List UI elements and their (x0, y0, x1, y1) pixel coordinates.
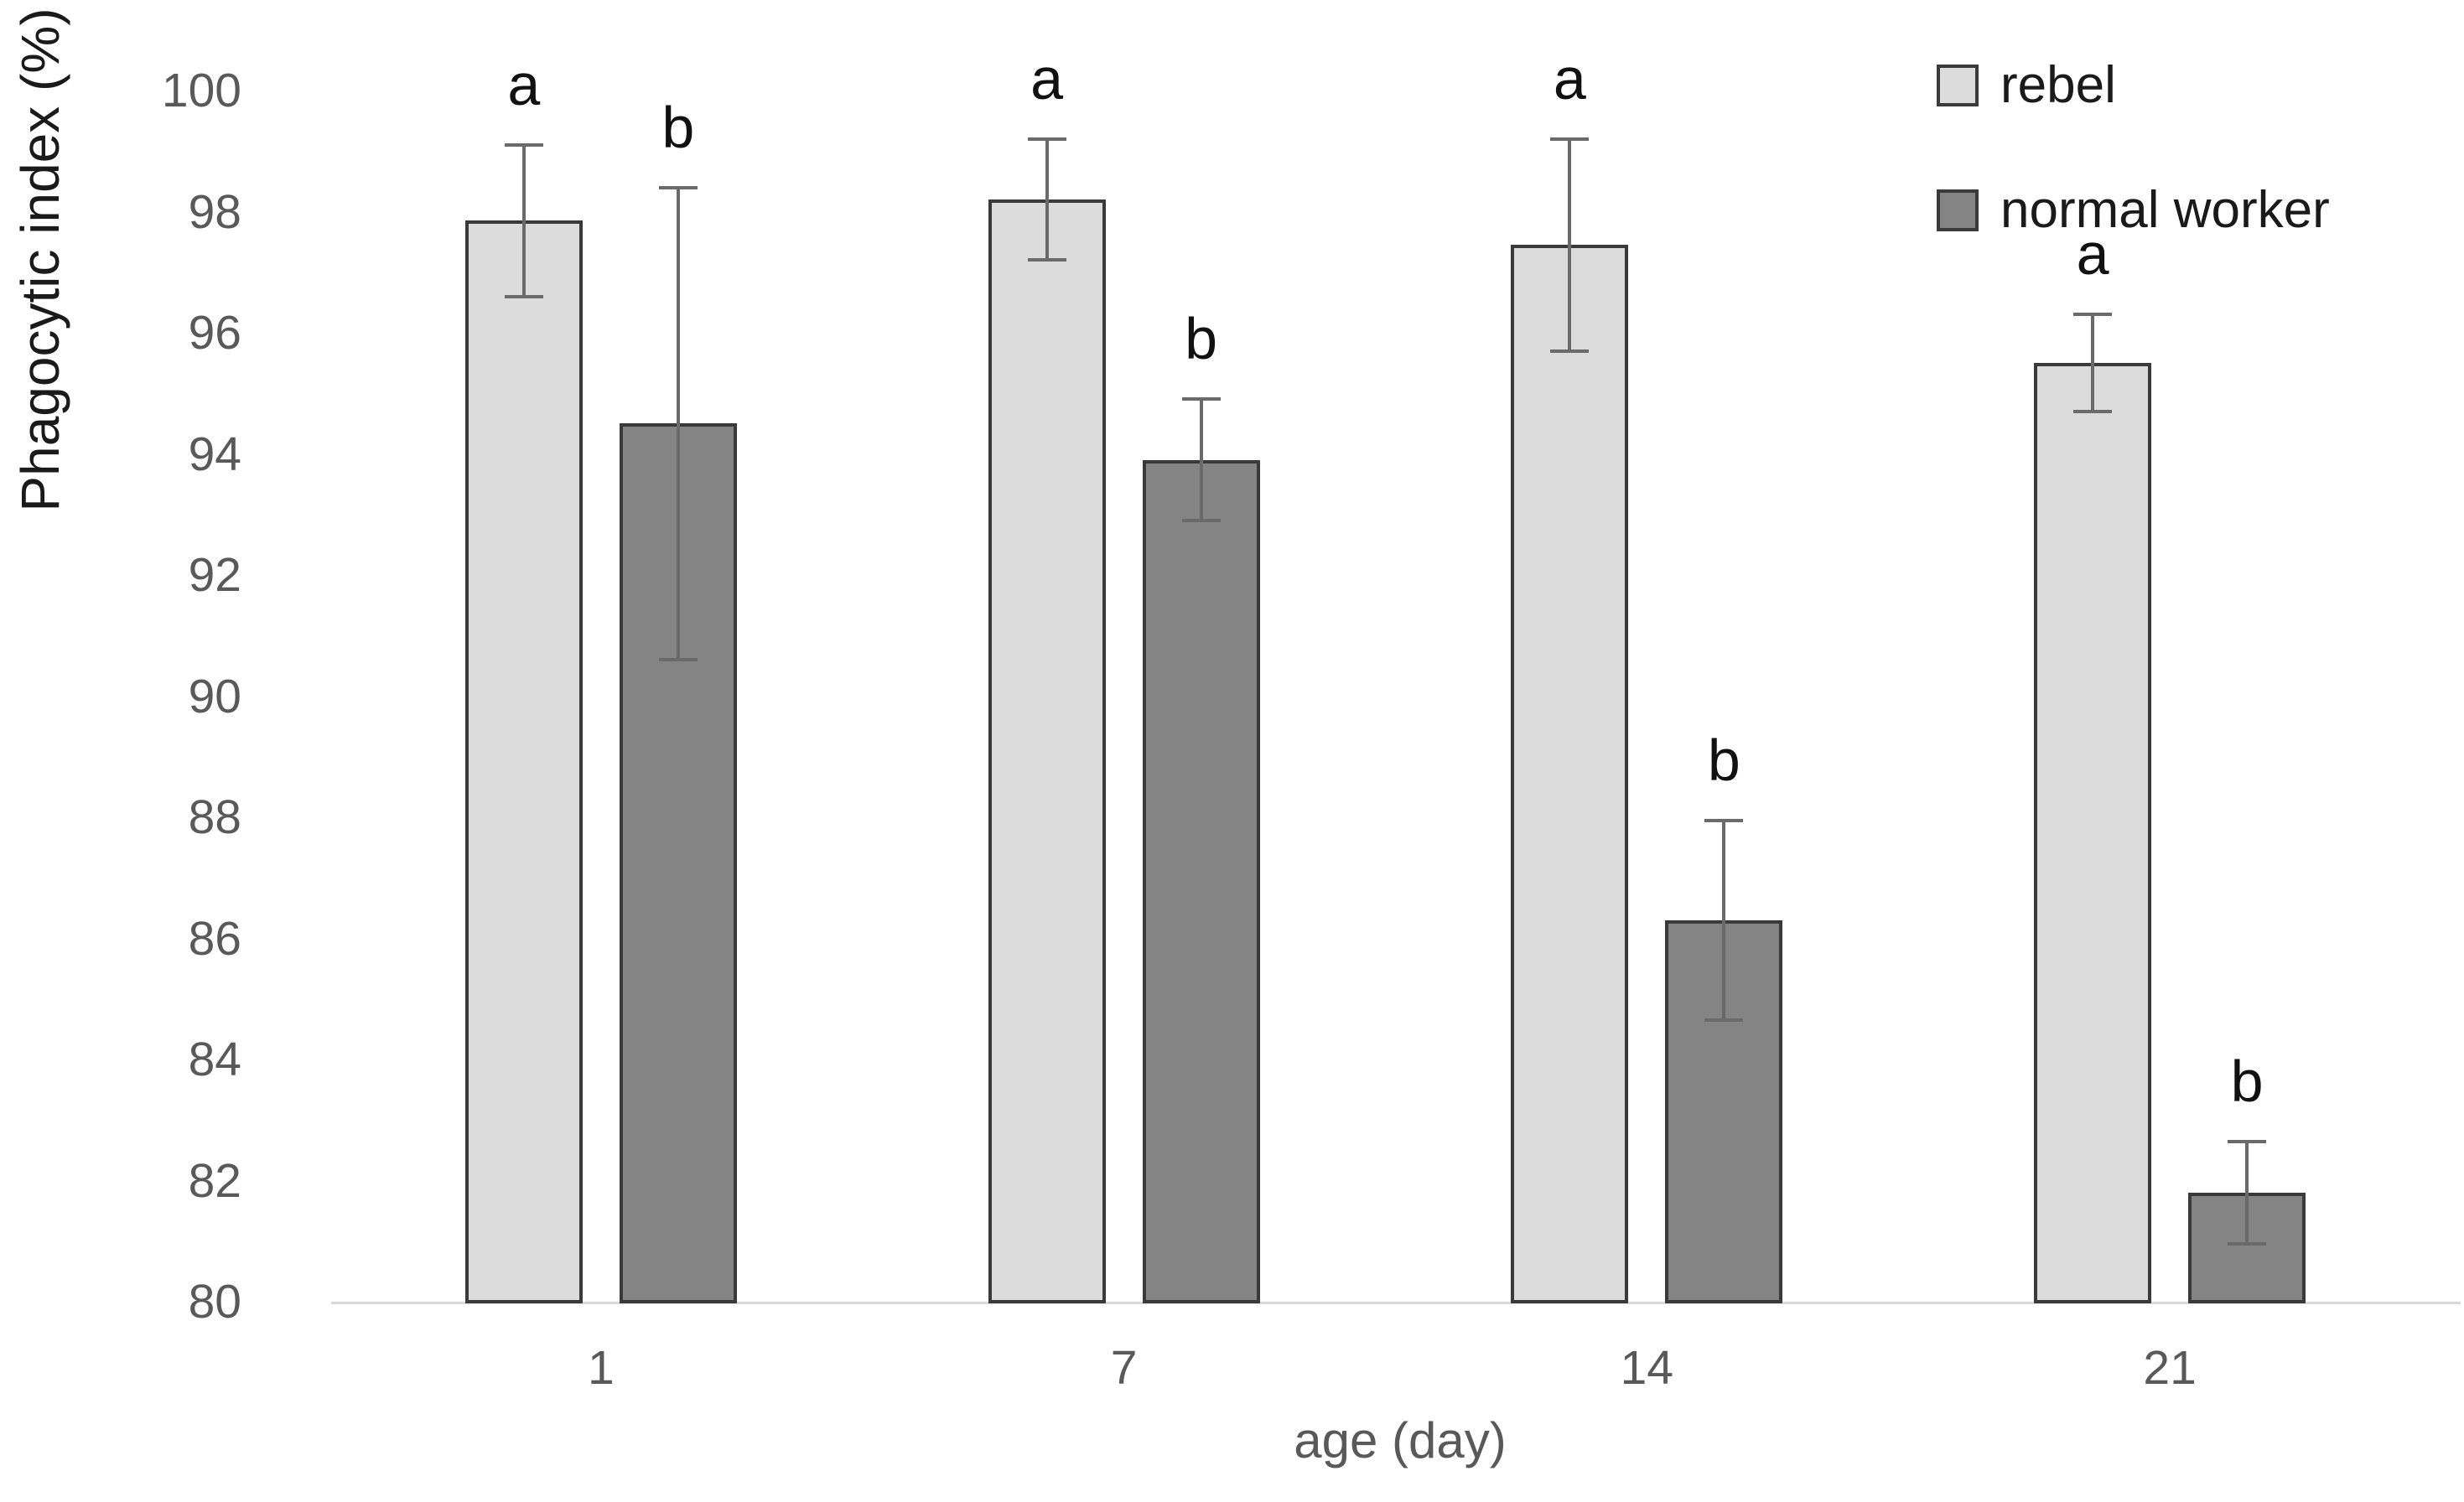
x-axis-line (331, 1302, 2461, 1304)
x-tick-label-7: 7 (1110, 1341, 1138, 1395)
y-tick-label-92: 92 (188, 548, 241, 602)
error-cap-bottom-rebel-day-1 (504, 294, 543, 298)
error-bar-normal-worker-day-1 (676, 187, 680, 660)
x-tick-label-14: 14 (1620, 1341, 1674, 1395)
bar-rebel-day-14 (1511, 245, 1629, 1303)
y-tick-label-84: 84 (188, 1033, 241, 1086)
error-bar-rebel-day-7 (1045, 138, 1049, 261)
error-bar-rebel-day-14 (1568, 138, 1572, 351)
error-cap-bottom-rebel-day-14 (1550, 349, 1590, 353)
legend-swatch-rebel (1937, 64, 1979, 106)
x-axis-title: age (day) (1294, 1412, 1507, 1468)
y-tick-label-100: 100 (161, 64, 241, 117)
error-cap-top-rebel-day-14 (1550, 137, 1590, 141)
error-cap-bottom-rebel-day-7 (1027, 258, 1066, 262)
bar-normal-worker-day-7 (1142, 459, 1260, 1303)
error-cap-top-normal-worker-day-1 (658, 185, 698, 189)
error-bar-rebel-day-1 (521, 145, 526, 297)
legend-label-rebel: rebel (2000, 56, 2116, 114)
error-cap-top-rebel-day-21 (2073, 313, 2113, 317)
error-cap-bottom-normal-worker-day-21 (2228, 1242, 2267, 1246)
legend-item-normal-worker: normal worker (1937, 180, 2330, 240)
y-tick-label-80: 80 (188, 1275, 241, 1328)
significance-letter-rebel-day-21: a (2076, 221, 2109, 287)
significance-letter-rebel-day-1: a (507, 52, 541, 118)
error-cap-bottom-normal-worker-day-14 (1704, 1018, 1744, 1023)
error-cap-top-normal-worker-day-14 (1704, 818, 1744, 822)
y-tick-label-98: 98 (188, 184, 241, 239)
legend-label-normal-worker: normal worker (2000, 181, 2330, 239)
x-tick-label-1: 1 (588, 1341, 615, 1395)
y-tick-label-88: 88 (188, 790, 241, 844)
bar-rebel-day-7 (988, 199, 1106, 1303)
legend: rebel normal worker (1937, 55, 2330, 305)
error-bar-normal-worker-day-7 (1199, 399, 1203, 521)
error-cap-bottom-normal-worker-day-1 (658, 658, 698, 662)
y-tick-label-86: 86 (188, 911, 241, 966)
error-cap-top-rebel-day-1 (504, 143, 543, 148)
error-bar-normal-worker-day-14 (1722, 820, 1726, 1021)
significance-letter-normal-worker-day-14: b (1707, 727, 1740, 793)
error-bar-normal-worker-day-21 (2245, 1141, 2249, 1245)
significance-letter-normal-worker-day-1: b (661, 94, 695, 160)
error-cap-bottom-normal-worker-day-7 (1181, 518, 1221, 522)
error-cap-top-normal-worker-day-21 (2228, 1139, 2267, 1143)
legend-item-rebel: rebel (1937, 55, 2330, 115)
error-cap-bottom-rebel-day-21 (2073, 409, 2113, 413)
significance-letter-normal-worker-day-7: b (1185, 306, 1218, 372)
bar-rebel-day-21 (2034, 363, 2152, 1303)
error-cap-top-rebel-day-7 (1027, 137, 1066, 141)
significance-letter-normal-worker-day-21: b (2230, 1048, 2264, 1114)
error-bar-rebel-day-21 (2091, 314, 2095, 412)
x-tick-label-21: 21 (2143, 1341, 2197, 1395)
error-cap-top-normal-worker-day-7 (1181, 397, 1221, 401)
bar-rebel-day-1 (464, 220, 583, 1303)
y-tick-label-82: 82 (188, 1153, 241, 1208)
y-tick-label-96: 96 (188, 306, 241, 360)
y-tick-label-94: 94 (188, 427, 241, 481)
significance-letter-rebel-day-7: a (1030, 45, 1064, 111)
significance-letter-rebel-day-14: a (1553, 45, 1586, 111)
y-tick-label-90: 90 (188, 669, 241, 723)
legend-swatch-normal-worker (1937, 189, 1979, 231)
